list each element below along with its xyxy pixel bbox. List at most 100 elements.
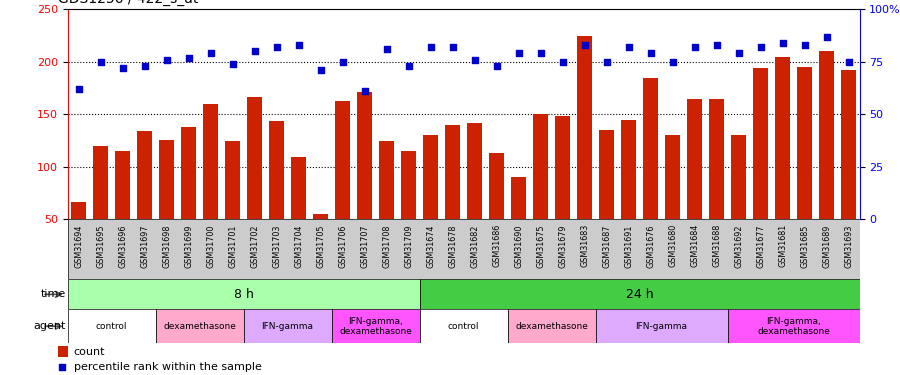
Text: GSM31696: GSM31696 (118, 224, 127, 267)
Text: percentile rank within the sample: percentile rank within the sample (74, 362, 262, 372)
Point (555, 59, 570, 65)
Point (599, 59, 614, 65)
Bar (467, 123, 482, 219)
Bar (842, 70, 856, 219)
Point (490, 63, 504, 69)
Bar (331, 309, 419, 343)
Text: GSM31701: GSM31701 (228, 224, 237, 267)
Bar (225, 141, 239, 219)
Text: GSM31679: GSM31679 (558, 224, 567, 268)
Text: GSM31676: GSM31676 (646, 224, 655, 267)
Text: GSM31677: GSM31677 (756, 224, 765, 268)
Bar (727, 309, 860, 343)
Text: GSM31705: GSM31705 (316, 224, 325, 268)
Point (138, 63, 152, 69)
Point (565, 284, 580, 290)
Bar (94, 146, 108, 219)
Bar (797, 67, 812, 219)
Point (181, 55, 195, 61)
Text: GSM31695: GSM31695 (96, 224, 105, 268)
Bar (138, 131, 151, 219)
Text: GSM31700: GSM31700 (206, 224, 215, 267)
Point (577, 42, 591, 48)
Text: GSM31689: GSM31689 (822, 224, 831, 267)
Text: GSM31699: GSM31699 (184, 224, 193, 268)
Text: GSM31703: GSM31703 (272, 224, 281, 267)
Bar (644, 78, 658, 219)
Text: GSM31706: GSM31706 (338, 224, 347, 267)
Text: 24 h: 24 h (626, 288, 653, 301)
Text: GSM31680: GSM31680 (668, 224, 677, 267)
Bar (511, 177, 526, 219)
Point (688, 44, 702, 50)
Bar (357, 92, 372, 219)
Text: GSM31688: GSM31688 (712, 224, 721, 267)
Text: GSM31690: GSM31690 (514, 224, 523, 267)
Point (379, 46, 393, 52)
Point (401, 63, 416, 69)
Bar (819, 51, 833, 219)
Text: GSM31681: GSM31681 (778, 224, 787, 267)
Point (357, 88, 372, 94)
Bar (621, 120, 635, 219)
Point (511, 51, 526, 57)
Point (797, 42, 812, 48)
Bar (248, 96, 262, 219)
Point (644, 51, 658, 57)
Text: control: control (95, 322, 127, 331)
Bar (156, 309, 244, 343)
Point (467, 57, 482, 63)
Point (203, 51, 218, 57)
Bar (578, 36, 591, 219)
Point (71, 86, 86, 92)
Text: IFN-gamma,
dexamethasone: IFN-gamma, dexamethasone (757, 316, 830, 336)
Text: IFN-gamma: IFN-gamma (635, 322, 688, 331)
Point (665, 59, 680, 65)
Bar (115, 151, 130, 219)
Point (732, 51, 746, 57)
Text: GSM31686: GSM31686 (492, 224, 501, 267)
Bar (71, 201, 86, 219)
Bar (776, 57, 789, 219)
Point (709, 42, 724, 48)
Bar (419, 279, 860, 309)
Point (313, 67, 328, 73)
Point (446, 44, 460, 50)
Text: GSM31682: GSM31682 (470, 224, 479, 267)
Text: GSM31687: GSM31687 (602, 224, 611, 267)
Bar (732, 135, 745, 219)
Text: GDS1256 / 422_s_at: GDS1256 / 422_s_at (58, 0, 199, 6)
Bar (244, 309, 331, 343)
Text: GSM31678: GSM31678 (448, 224, 457, 267)
Point (621, 44, 635, 50)
Bar (58, 346, 68, 357)
Text: GSM31674: GSM31674 (426, 224, 435, 267)
Text: agent: agent (33, 321, 66, 331)
Text: GSM31691: GSM31691 (624, 224, 633, 267)
Bar (423, 135, 437, 219)
Text: IFN-gamma,
dexamethasone: IFN-gamma, dexamethasone (339, 316, 412, 336)
Point (115, 65, 130, 71)
Text: GSM31708: GSM31708 (382, 224, 391, 267)
Bar (269, 121, 284, 219)
Text: GSM31702: GSM31702 (250, 224, 259, 268)
Bar (181, 127, 195, 219)
Text: GSM31685: GSM31685 (800, 224, 809, 267)
Point (423, 44, 437, 50)
Bar (599, 130, 614, 219)
Text: GSM31694: GSM31694 (74, 224, 83, 267)
Point (819, 34, 833, 40)
Point (225, 61, 239, 67)
Bar (313, 214, 328, 219)
Bar (688, 99, 702, 219)
Point (336, 59, 350, 65)
Text: GSM31675: GSM31675 (536, 224, 545, 268)
Point (159, 57, 174, 63)
Text: time: time (40, 290, 66, 299)
Text: GSM31692: GSM31692 (734, 224, 743, 268)
Bar (753, 68, 768, 219)
Point (94, 59, 108, 65)
Bar (665, 135, 680, 219)
Text: count: count (74, 347, 105, 357)
Text: GSM31693: GSM31693 (844, 224, 853, 267)
